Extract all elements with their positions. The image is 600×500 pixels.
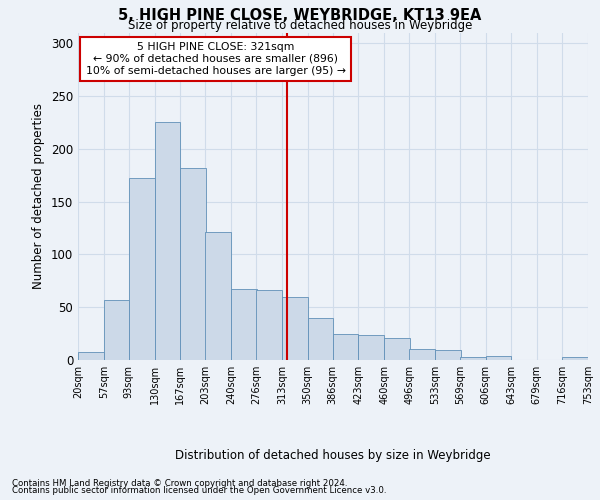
X-axis label: Distribution of detached houses by size in Weybridge: Distribution of detached houses by size … (175, 448, 491, 462)
Bar (155, 122, 180, 360)
Bar (104, 300, 130, 360)
Y-axis label: Number of detached properties: Number of detached properties (32, 104, 46, 289)
Bar (205, 232, 231, 360)
Bar (282, 296, 308, 360)
Bar (256, 290, 282, 360)
Bar (562, 357, 588, 360)
Bar (486, 356, 511, 360)
Text: Size of property relative to detached houses in Weybridge: Size of property relative to detached ho… (128, 19, 472, 32)
Bar (231, 289, 257, 360)
Bar (180, 168, 206, 360)
Bar (129, 178, 155, 360)
Bar (435, 350, 461, 360)
Bar (332, 334, 358, 360)
Bar (460, 357, 486, 360)
Text: 5 HIGH PINE CLOSE: 321sqm
← 90% of detached houses are smaller (896)
10% of semi: 5 HIGH PINE CLOSE: 321sqm ← 90% of detac… (86, 42, 346, 76)
Text: Contains HM Land Registry data © Crown copyright and database right 2024.: Contains HM Land Registry data © Crown c… (12, 478, 347, 488)
Bar (384, 338, 410, 360)
Bar (409, 350, 435, 360)
Bar (78, 352, 104, 360)
Text: Contains public sector information licensed under the Open Government Licence v3: Contains public sector information licen… (12, 486, 386, 495)
Bar (358, 334, 384, 360)
Bar (308, 318, 334, 360)
Text: 5, HIGH PINE CLOSE, WEYBRIDGE, KT13 9EA: 5, HIGH PINE CLOSE, WEYBRIDGE, KT13 9EA (118, 8, 482, 22)
